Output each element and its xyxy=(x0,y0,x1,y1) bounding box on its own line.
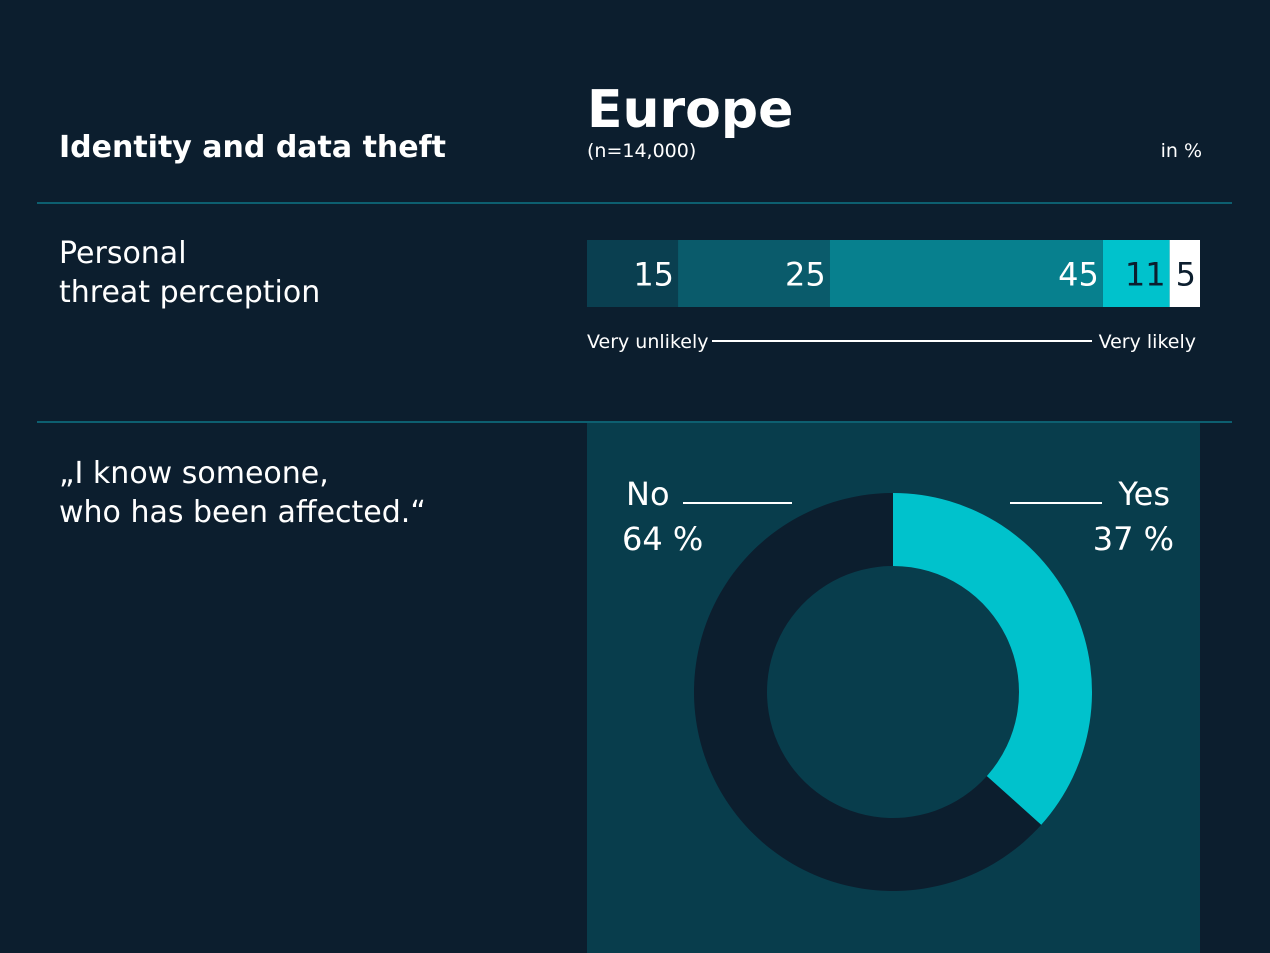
section-label: who has been affected.“ xyxy=(59,495,426,530)
value-label: 37 % xyxy=(1093,520,1174,558)
value-label: 64 % xyxy=(622,520,703,558)
category-label: Yes xyxy=(1117,475,1170,513)
bar-label: 45 xyxy=(1058,256,1099,294)
bar-segment xyxy=(678,240,830,307)
bar-label: 11 xyxy=(1125,256,1166,294)
bar-label: 25 xyxy=(785,256,826,294)
bar-segment xyxy=(587,240,679,307)
donut-segment xyxy=(694,493,1042,891)
section-label: threat perception xyxy=(59,275,320,310)
bar-label: 15 xyxy=(633,256,674,294)
category-label: No xyxy=(626,475,670,513)
donut-segment xyxy=(893,493,1092,825)
section-label: „I know someone, xyxy=(59,456,329,491)
sample-size: (n=14,000) xyxy=(587,140,696,162)
scale-label: Very likely xyxy=(1099,331,1196,353)
bar-segment xyxy=(1169,240,1200,307)
unit: in % xyxy=(1161,140,1202,162)
section-label: Personal xyxy=(59,236,187,271)
region-title: Europe xyxy=(587,80,793,140)
bar-segment xyxy=(1102,240,1170,307)
page-title: Identity and data theft xyxy=(59,130,446,165)
bar-segment xyxy=(829,240,1103,307)
scale-label: Very unlikely xyxy=(587,331,709,353)
bar-label: 5 xyxy=(1176,256,1196,294)
